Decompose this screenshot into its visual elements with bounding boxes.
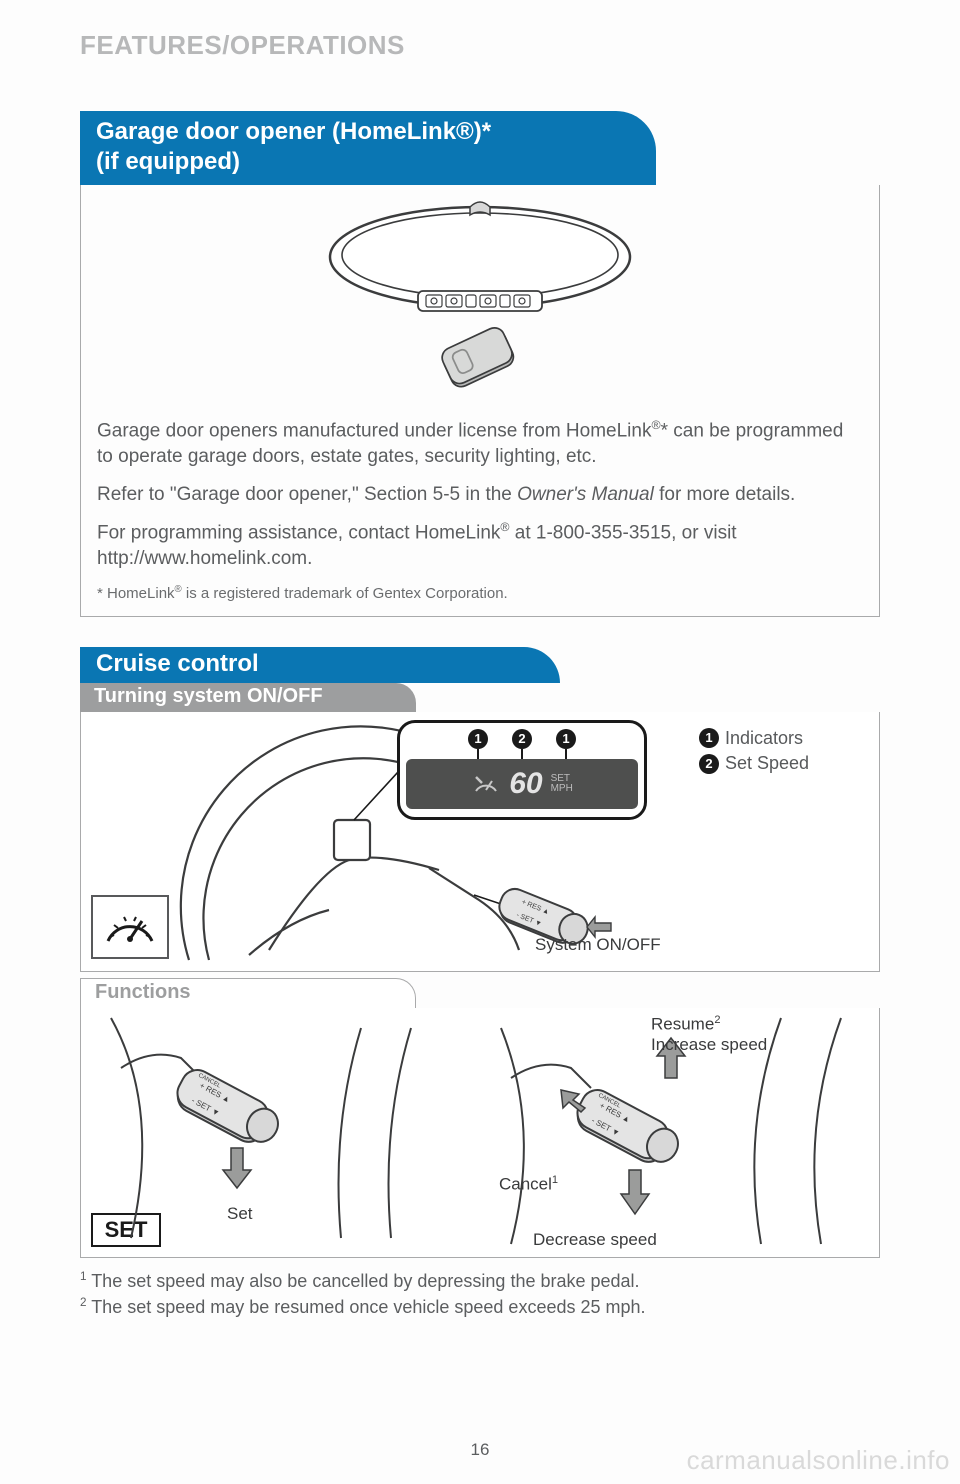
sub-header-functions: Functions — [80, 978, 416, 1008]
gauge-icon — [100, 903, 160, 951]
section-body-garage: Garage door openers manufactured under l… — [80, 185, 880, 617]
fna: * HomeLink — [97, 585, 175, 602]
p1a: Garage door openers manufactured under l… — [97, 420, 651, 441]
cruise-icon — [471, 769, 501, 799]
left-stalk-svg: + RES ▲ - SET ▼ CANCEL — [91, 1008, 431, 1248]
marker-1b: 1 — [556, 729, 576, 749]
p2a: Refer to "Garage door opener," Section 5… — [97, 484, 517, 505]
panel-functions: SET + RES ▲ - SET ▼ CANCEL Set — [80, 1008, 880, 1258]
legend-1: Indicators — [725, 726, 803, 751]
cancel-txt: Cancel — [499, 1175, 552, 1194]
speed-display: 60 SET MPH — [406, 759, 638, 809]
footnotes: 1 The set speed may also be cancelled by… — [80, 1268, 880, 1320]
p3a: For programming assistance, contact Home… — [97, 523, 500, 544]
marker-1: 1 — [468, 729, 488, 749]
footnote-2: 2 The set speed may be resumed once vehi… — [80, 1294, 880, 1320]
res-a: Resume — [651, 1015, 714, 1034]
mirror-svg — [300, 195, 660, 325]
fn2: The set speed may be resumed once vehicl… — [87, 1297, 646, 1317]
system-onoff-label: System ON/OFF — [535, 935, 661, 955]
page-header: FEATURES/OPERATIONS — [80, 30, 880, 61]
sub-header-onoff: Turning system ON/OFF — [80, 683, 416, 712]
section-garage-door: Garage door opener (HomeLink®)* (if equi… — [80, 111, 880, 617]
steering-area: 1 2 1 60 SET MPH — [169, 720, 699, 963]
legend-area: 1 Indicators 2 Set Speed — [699, 720, 869, 963]
para1: Garage door openers manufactured under l… — [97, 417, 863, 470]
speed-value: 60 — [509, 767, 542, 801]
reg-mark-2: ® — [500, 520, 509, 534]
reg-mark-3: ® — [175, 584, 182, 595]
watermark: carmanualsonline.info — [687, 1445, 950, 1476]
sup2: 2 — [714, 1014, 720, 1026]
para3: For programming assistance, contact Home… — [97, 519, 863, 572]
para2: Refer to "Garage door opener," Section 5… — [97, 482, 863, 508]
remote-svg — [420, 315, 540, 405]
section-title-cruise: Cruise control — [80, 647, 560, 683]
resume-label: Resume2 Increase speed — [651, 1014, 767, 1055]
legend-num-2: 2 — [699, 754, 719, 774]
title-line2: (if equipped) — [96, 148, 240, 175]
cancel-label: Cancel1 — [499, 1174, 558, 1195]
reg-mark: ® — [651, 418, 660, 432]
sup1: 1 — [552, 1174, 558, 1186]
footnote-1: 1 The set speed may also be cancelled by… — [80, 1268, 880, 1294]
legend-row-2: 2 Set Speed — [699, 751, 869, 776]
p2em: Owner's Manual — [517, 484, 654, 505]
title-line1: Garage door opener (HomeLink®)* — [96, 118, 491, 145]
gauge-icon-box — [91, 895, 169, 959]
section-cruise-control: Cruise control Turning system ON/OFF — [80, 647, 880, 1320]
panel-onoff: 1 2 1 60 SET MPH — [80, 712, 880, 972]
legend-row-1: 1 Indicators — [699, 726, 869, 751]
fnb: is a registered trademark of Gentex Corp… — [182, 585, 508, 602]
display-callout: 1 2 1 60 SET MPH — [397, 720, 647, 820]
p2b: for more details. — [654, 484, 796, 505]
legend-2: Set Speed — [725, 751, 809, 776]
set-label: Set — [227, 1204, 253, 1224]
section-title-garage: Garage door opener (HomeLink®)* (if equi… — [80, 111, 656, 185]
decrease-label: Decrease speed — [533, 1230, 657, 1250]
marker-2: 2 — [512, 729, 532, 749]
mirror-illustration — [97, 195, 863, 405]
callout-markers: 1 2 1 — [406, 729, 638, 759]
res-b: Increase speed — [651, 1035, 767, 1054]
disp-mph: MPH — [551, 784, 573, 794]
fn1: The set speed may also be cancelled by d… — [87, 1271, 640, 1291]
trademark-footnote: * HomeLink® is a registered trademark of… — [97, 584, 863, 602]
legend-num-1: 1 — [699, 728, 719, 748]
